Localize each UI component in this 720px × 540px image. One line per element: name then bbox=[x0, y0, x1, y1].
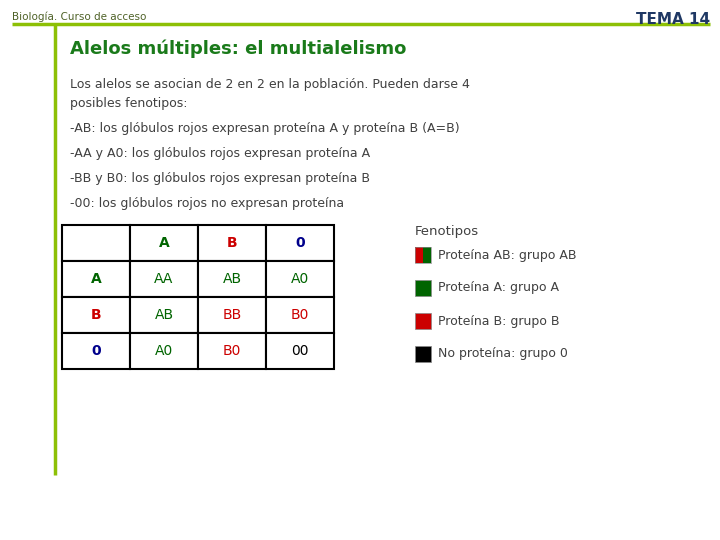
Text: A: A bbox=[158, 236, 169, 250]
Text: -AB: los glóbulos rojos expresan proteína A y proteína B (A=B): -AB: los glóbulos rojos expresan proteín… bbox=[70, 122, 459, 135]
Bar bbox=[266, 333, 334, 369]
Bar bbox=[415, 346, 431, 362]
Text: B0: B0 bbox=[291, 308, 309, 322]
Bar bbox=[198, 297, 266, 333]
Bar bbox=[266, 297, 334, 333]
Text: B: B bbox=[227, 236, 238, 250]
Text: Proteína B: grupo B: Proteína B: grupo B bbox=[438, 314, 559, 327]
Bar bbox=[415, 247, 431, 263]
Bar bbox=[62, 261, 130, 297]
Text: -AA y A0: los glóbulos rojos expresan proteína A: -AA y A0: los glóbulos rojos expresan pr… bbox=[70, 147, 370, 160]
Bar bbox=[198, 333, 266, 369]
Text: 0: 0 bbox=[91, 344, 101, 358]
Text: No proteína: grupo 0: No proteína: grupo 0 bbox=[438, 348, 568, 361]
Text: AB: AB bbox=[222, 272, 242, 286]
Text: Alelos múltiples: el multialelismo: Alelos múltiples: el multialelismo bbox=[70, 40, 406, 58]
Bar bbox=[198, 225, 266, 261]
Bar bbox=[266, 261, 334, 297]
Text: A0: A0 bbox=[291, 272, 309, 286]
Text: A0: A0 bbox=[155, 344, 173, 358]
Bar bbox=[130, 333, 198, 369]
Text: Proteína A: grupo A: Proteína A: grupo A bbox=[438, 281, 559, 294]
Bar bbox=[423, 247, 431, 263]
Text: AB: AB bbox=[154, 308, 174, 322]
Bar bbox=[266, 225, 334, 261]
Text: Los alelos se asocian de 2 en 2 en la población. Pueden darse 4
posibles fenotip: Los alelos se asocian de 2 en 2 en la po… bbox=[70, 78, 470, 110]
Text: 0: 0 bbox=[295, 236, 305, 250]
Bar bbox=[198, 261, 266, 297]
Text: -00: los glóbulos rojos no expresan proteína: -00: los glóbulos rojos no expresan prot… bbox=[70, 197, 344, 210]
Bar bbox=[62, 297, 130, 333]
Text: AA: AA bbox=[154, 272, 174, 286]
Bar bbox=[62, 333, 130, 369]
Bar bbox=[130, 261, 198, 297]
Bar bbox=[415, 280, 431, 296]
Text: BB: BB bbox=[222, 308, 242, 322]
Text: B0: B0 bbox=[222, 344, 241, 358]
Text: Proteína AB: grupo AB: Proteína AB: grupo AB bbox=[438, 248, 577, 261]
Text: Biología. Curso de acceso: Biología. Curso de acceso bbox=[12, 12, 146, 23]
Text: -BB y B0: los glóbulos rojos expresan proteína B: -BB y B0: los glóbulos rojos expresan pr… bbox=[70, 172, 370, 185]
Text: TEMA 14: TEMA 14 bbox=[636, 12, 710, 27]
Text: Fenotipos: Fenotipos bbox=[415, 225, 479, 238]
Text: B: B bbox=[91, 308, 102, 322]
Bar bbox=[62, 225, 130, 261]
Bar bbox=[130, 225, 198, 261]
Bar bbox=[130, 297, 198, 333]
Text: 00: 00 bbox=[292, 344, 309, 358]
Text: A: A bbox=[91, 272, 102, 286]
Bar bbox=[415, 313, 431, 329]
Bar bbox=[415, 247, 423, 263]
